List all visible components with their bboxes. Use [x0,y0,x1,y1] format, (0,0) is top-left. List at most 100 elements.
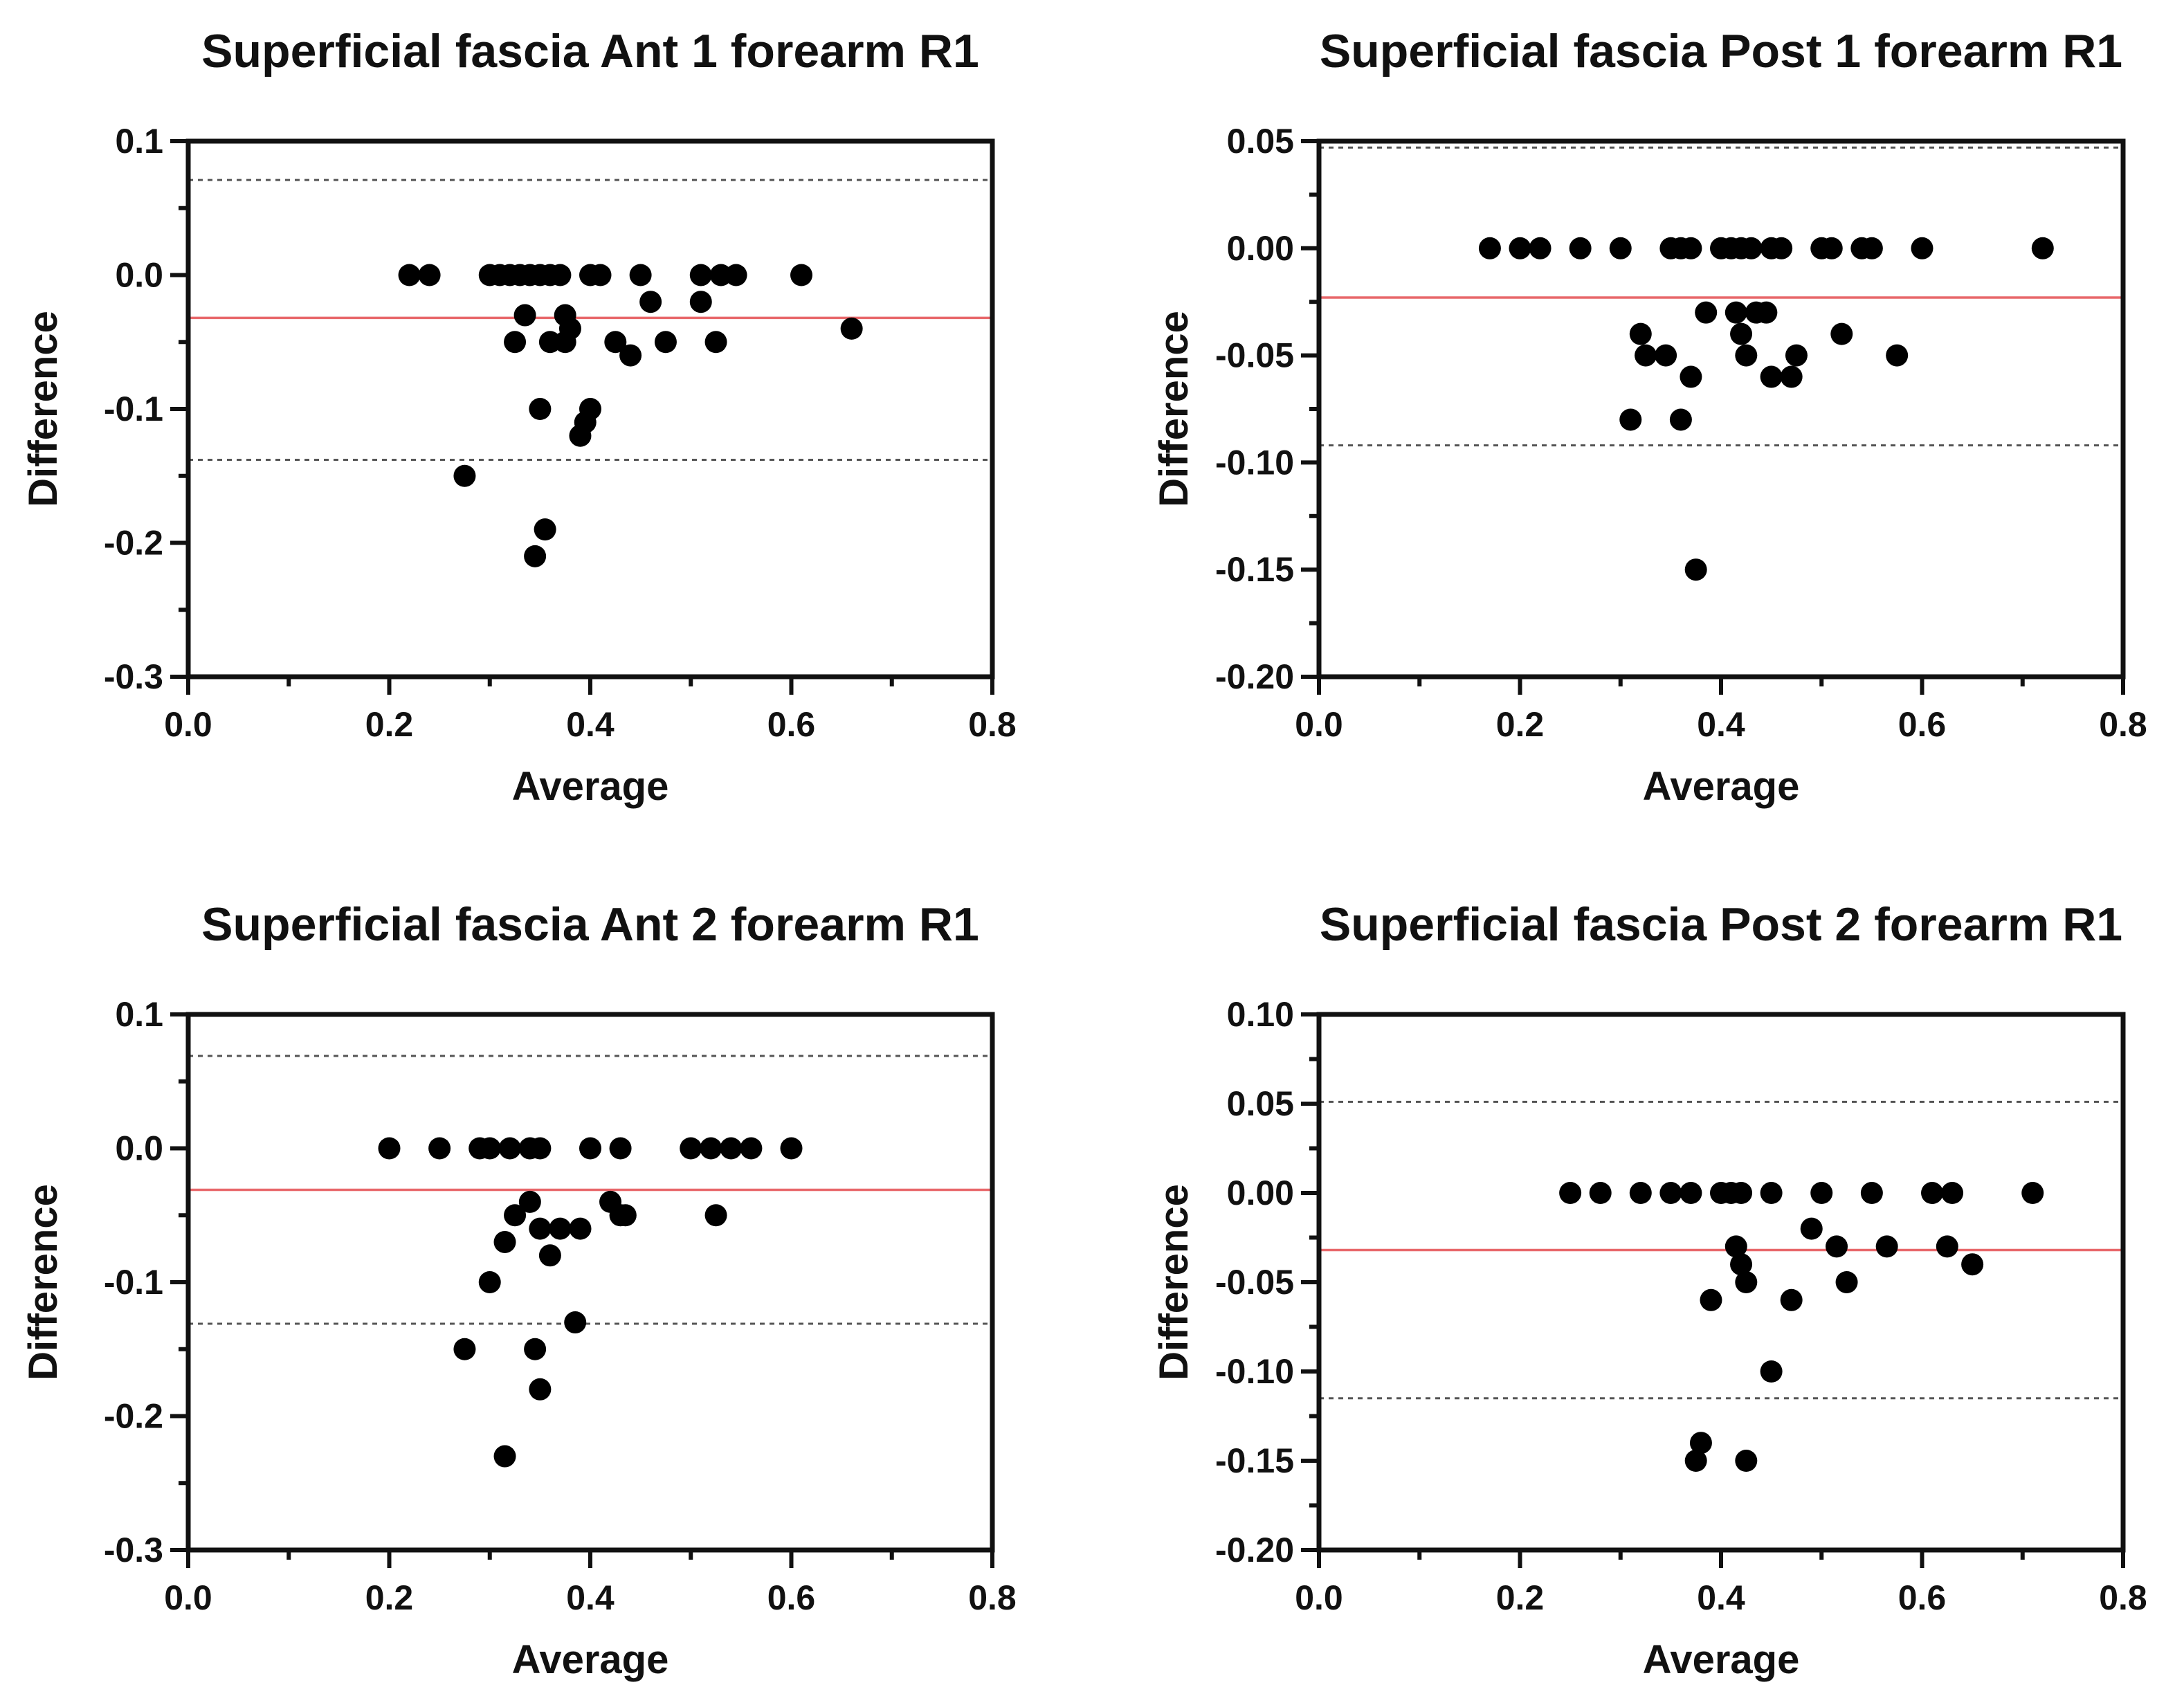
y-tick-label: 0.10 [1227,995,1294,1034]
x-tick-label: 0.8 [968,705,1017,744]
data-point [840,317,863,340]
data-point [418,264,441,286]
data-point [1800,1217,1823,1240]
y-axis-label: Difference [21,1184,66,1380]
y-axis-label: Difference [1152,1184,1196,1380]
data-point [1735,1450,1758,1472]
x-tick-label: 0.6 [767,705,816,744]
data-point [1569,237,1592,259]
chart-title: Superficial fascia Post 2 forearm R1 [1320,898,2122,951]
x-tick-label: 0.8 [2099,705,2147,744]
data-point [589,264,612,286]
chart-title: Superficial fascia Post 1 forearm R1 [1320,25,2122,78]
x-tick-label: 0.4 [1697,705,1745,744]
x-tick-label: 0.8 [2099,1578,2147,1617]
data-point [704,1204,727,1227]
y-axis-label: Difference [21,311,66,507]
data-point [1936,1235,1958,1258]
x-tick-label: 0.8 [968,1578,1017,1617]
data-point [1659,1182,1682,1204]
x-tick-label: 0.6 [767,1578,816,1617]
data-point [720,1137,743,1160]
data-point [1589,1182,1612,1204]
data-point [428,1137,451,1160]
x-tick-label: 0.0 [1295,1578,1343,1617]
data-point [529,398,552,420]
chart-panel-1: Superficial fascia Ant 1 forearm R1 0.1 0.… [21,25,1017,809]
data-point [569,1217,592,1240]
data-point [639,291,662,313]
data-point [1509,237,1531,259]
x-tick-label: 0.0 [1295,705,1343,744]
data-point [740,1137,763,1160]
y-tick-label: -0.2 [104,524,163,563]
data-point [1684,558,1707,581]
x-tick-label: 0.2 [365,1578,414,1617]
data-point [1860,237,1883,259]
data-point [1921,1182,1944,1204]
data-point [1760,365,1783,388]
data-point [504,1204,527,1227]
y-tick-label: 0.00 [1227,229,1294,268]
data-point [1760,1182,1783,1204]
data-point [1725,1235,1747,1258]
data-point [1826,1235,1848,1258]
data-point [398,264,421,286]
data-point [2031,237,2054,259]
x-axis-label: Average [1643,764,1800,809]
data-point [700,1137,722,1160]
data-point [1680,365,1702,388]
chart-title: Superficial fascia Ant 1 forearm R1 [201,25,979,78]
y-tick-label: 0.05 [1227,1084,1294,1123]
data-point [1735,1271,1758,1293]
data-point [1780,365,1803,388]
y-tick-label: 0.1 [115,995,163,1034]
data-point [1655,344,1677,367]
x-tick-label: 0.0 [164,705,212,744]
y-tick-label: -0.1 [104,1263,163,1302]
data-point [569,424,592,447]
data-point [1730,322,1753,345]
data-point [1680,1182,1702,1204]
data-point [1875,1235,1898,1258]
chart-panel-3: Superficial fascia Ant 2 forearm R1 0.1 0.… [21,898,1017,1682]
data-point [1680,237,1702,259]
data-point [1830,322,1853,345]
data-point [524,545,547,567]
x-tick-label: 0.2 [1496,705,1545,744]
data-point [1559,1182,1582,1204]
y-tick-label: 0.0 [115,1129,163,1168]
data-point [1609,237,1632,259]
x-tick-label: 0.6 [1898,705,1947,744]
y-tick-label: -0.15 [1215,550,1294,589]
y-tick-label: -0.10 [1215,1352,1294,1391]
data-point [513,304,536,327]
data-point [1820,237,1843,259]
x-tick-label: 0.2 [365,705,414,744]
y-tick-label: 0.00 [1227,1174,1294,1212]
x-tick-label: 0.0 [164,1578,212,1617]
chart-title: Superficial fascia Ant 2 forearm R1 [201,898,979,951]
data-point [504,331,527,354]
data-point [554,331,576,354]
data-point [1740,237,1763,259]
data-point [1684,1450,1707,1472]
data-point [1760,1360,1783,1383]
data-point [579,1137,601,1160]
data-point [564,1311,587,1334]
x-tick-label: 0.6 [1898,1578,1947,1617]
y-tick-label: -0.1 [104,390,163,428]
data-point [1695,301,1718,324]
x-axis-label: Average [512,1637,669,1682]
data-point [1730,1253,1753,1276]
data-point [1629,322,1652,345]
y-axis-label: Difference [1152,311,1196,507]
data-point [534,518,556,541]
data-point [1619,408,1642,431]
y-tick-label: -0.05 [1215,1263,1294,1302]
data-point [1770,237,1793,259]
data-point [1478,237,1501,259]
data-point [453,464,476,487]
